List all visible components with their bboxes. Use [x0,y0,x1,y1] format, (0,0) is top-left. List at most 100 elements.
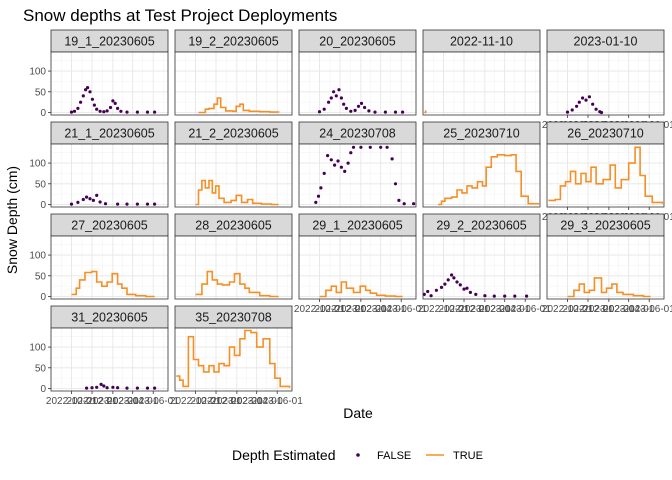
data-point [356,104,361,108]
data-point [76,200,80,204]
data-point [332,90,336,94]
plot-background [175,52,292,115]
x-tick-label: 2023-04-01 [479,304,531,315]
plot-background [51,52,168,115]
data-point [69,110,74,114]
panel-21_2_20230605: 21_2_20230605 [174,121,293,208]
data-point [111,385,115,389]
strip-label: 29_3_20230605 [560,219,650,233]
panel-26_20230710: 26_202307102022-10-012022-12-012023-02-0… [542,121,672,223]
data-point [125,386,129,390]
data-point [594,107,598,111]
strip-label: 24_20230708 [319,127,396,141]
strip-label: 21_2_20230605 [188,127,278,141]
data-point [153,202,157,206]
series-line-true [424,110,427,114]
plot-background [423,144,540,207]
plot-background [299,236,416,299]
x-tick-label: 2023-02-01 [459,304,511,315]
x-tick-label: 2023-06-01 [500,304,552,315]
data-point [584,98,588,102]
strip-label: 27_20230605 [71,219,148,233]
data-point [334,94,338,98]
strip-label: 35_20230708 [195,311,272,325]
x-tick-label: 2023-02-01 [211,396,263,407]
strip-label: 29_1_20230605 [312,219,402,233]
strip-label: 21_1_20230605 [64,127,154,141]
data-point [422,292,426,296]
data-point [446,278,450,282]
data-point [102,384,106,388]
strip-label: 19_2_20230605 [188,35,278,49]
data-point [81,197,85,202]
strip-label: 25_20230710 [443,127,520,141]
plot-background [299,52,416,115]
data-point [393,110,398,114]
data-point [76,106,80,110]
panel-border [174,327,293,392]
data-point [450,273,454,277]
data-point [125,202,129,206]
data-point [119,109,123,113]
x-tick-label: 2023-02-01 [335,304,387,315]
x-tick-label: 2023-02-01 [87,396,139,407]
data-point [116,106,120,110]
data-point [92,103,96,107]
data-point [85,195,89,199]
data-point [565,110,570,114]
data-point [336,159,340,163]
plot-background [547,52,664,115]
x-tick-label: 2022-10-01 [294,304,346,315]
data-point [385,145,389,149]
data-point [458,283,462,287]
data-point [116,202,120,206]
x-tick-label: 2022-12-01 [438,304,490,315]
data-point [317,110,322,114]
data-point [113,101,117,105]
data-point [105,109,109,113]
panel-29_2_20230605: 29_2_20230605 2022-10-012022-12-012023-02… [418,213,552,315]
data-point [329,158,333,162]
data-point [599,110,604,115]
series-line-true [319,281,403,298]
x-tick-label: 2022-10-01 [418,304,470,315]
x-tick-label: 2023-02-01 [583,304,635,315]
panel-border [298,51,417,116]
panel-border [50,143,169,208]
data-point [339,165,343,169]
data-point [98,200,102,204]
panel-31_20230605: 31_202306050501002022-10-012022-12-01202… [29,305,179,407]
data-point [145,386,150,390]
data-point [153,110,157,114]
data-point [95,193,99,197]
data-point [363,105,367,110]
data-point [135,110,139,114]
x-tick-label: 2023-04-01 [603,304,655,315]
panel-border [546,51,665,116]
strip-label: 2022-11-10 [450,35,513,49]
data-point [429,294,433,298]
data-point [513,294,517,298]
panel-25_20230710: 25_20230710 [422,121,541,208]
strip-label: 29_2_20230605 [436,219,526,233]
plot-background [299,144,416,207]
data-point [90,386,94,390]
panel-border [546,143,665,208]
y-tick-label: 100 [29,159,46,170]
data-point [397,198,401,202]
data-point [111,99,115,103]
data-point [343,169,347,173]
data-point [426,289,430,294]
panel-border [50,51,169,116]
x-axis-title: Date [343,405,373,421]
series-line-true [198,97,280,114]
data-point [91,198,95,202]
y-tick-label: 50 [35,363,47,374]
data-point [84,88,88,92]
series-line-true [548,146,664,204]
data-point [79,100,83,104]
y-tick-label: 0 [40,384,46,395]
data-point [455,280,459,284]
panel-21_1_20230605: 21_1_20230605 0 50 100 [29,121,169,211]
